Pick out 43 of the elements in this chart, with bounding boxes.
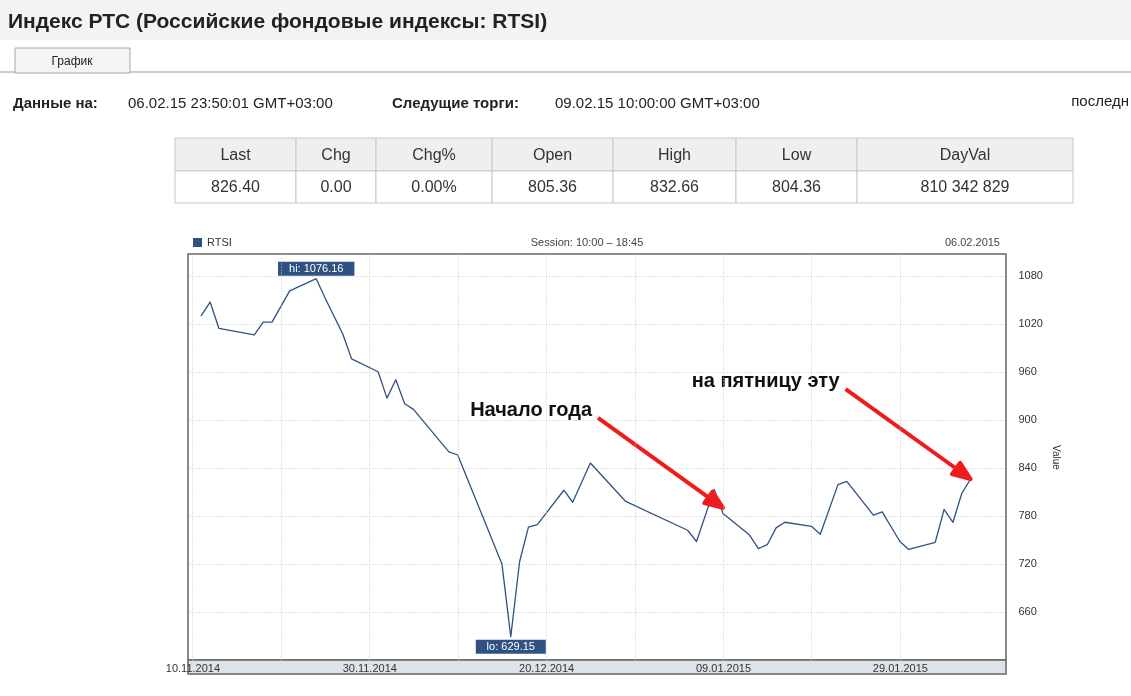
x-tick-label: 29.01.2015 [872,661,928,674]
text: График [51,54,94,68]
text: Индекс РТС (Российские фондовые индексы: RTSI) [8,9,548,32]
text: последн [1071,92,1129,109]
annotation: на пятницу эту [691,369,841,392]
category-label: Chg% [412,145,456,163]
text: Следущие торги: [392,94,519,111]
legend-label: RTSI [207,235,232,248]
category-label: DayVal [939,145,991,163]
y-tick-label: 660 [1018,605,1037,618]
data-label: lo: 629.15 [486,639,535,652]
text: 0.00 [320,178,352,195]
text: 0.00% [411,178,457,195]
text: 06.02.15 23:50:01 GMT+03:00 [128,94,333,111]
text: 09.02.15 10:00:00 GMT+03:00 [555,94,760,111]
text: 826.40 [211,178,260,195]
text: Данные на: [13,94,98,111]
text: 804.36 [772,178,821,195]
text: 810 342 829 [920,178,1010,195]
category-label: High [658,145,691,163]
annotation: Начало года [470,397,593,420]
text: 805.36 [528,178,577,195]
chart-subtitle: Session: 10:00 – 18:45 [530,236,644,248]
category-label: Chg [321,145,351,163]
category-label: Low [781,145,812,163]
y-tick-label: 720 [1018,557,1037,570]
text: 832.66 [650,178,699,195]
x-tick-label: 30.11.2014 [342,661,397,674]
x-tick-label: 09.01.2015 [695,661,752,674]
y-axis-title: Value [1050,445,1062,471]
y-tick-label: 1020 [1018,317,1043,330]
category-label: Open [532,145,573,163]
y-tick-label: 960 [1018,365,1037,378]
x-tick-label: 20.12.2014 [519,661,575,674]
text: 06.02.2015 [944,236,1000,248]
x-tick-label: 10.11.2014 [165,661,221,674]
y-tick-label: 840 [1018,461,1037,474]
y-tick-label: 780 [1018,509,1037,522]
data-label: hi: 1076.16 [289,261,344,274]
y-tick-label: 900 [1018,413,1037,426]
category-label: Last [220,145,252,163]
y-tick-label: 1080 [1018,269,1043,282]
line-series [200,278,972,638]
